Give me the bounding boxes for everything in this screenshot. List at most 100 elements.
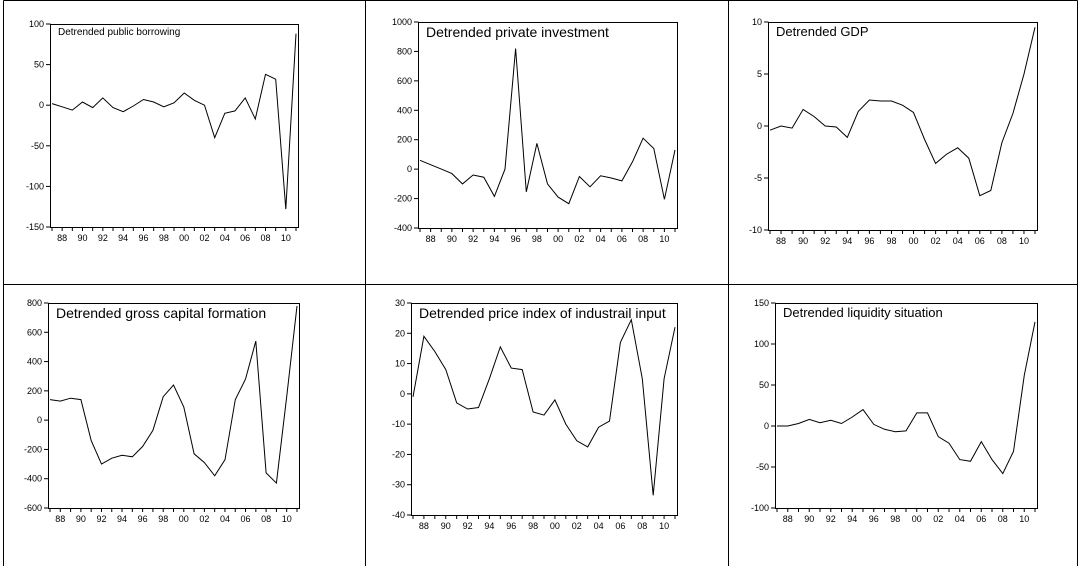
x-tick-label: 08 (997, 236, 1007, 246)
x-tick-label: 98 (532, 234, 542, 244)
y-tick-label: 0 (37, 415, 42, 425)
x-tick-label: 10 (659, 234, 669, 244)
x-tick-label: 96 (511, 234, 521, 244)
x-tick-label: 04 (220, 514, 230, 524)
x-tick-label: 06 (975, 236, 985, 246)
x-tick-label: 92 (96, 514, 106, 524)
x-tick-label: 90 (798, 236, 808, 246)
x-tick-label: 02 (933, 514, 943, 524)
chart-title: Detrended private investment (426, 24, 609, 40)
x-tick-label: 88 (776, 236, 786, 246)
y-tick-label: -150 (26, 222, 44, 232)
x-tick-label: 90 (804, 514, 814, 524)
y-tick-label: 0 (407, 164, 412, 174)
y-tick-label: 400 (27, 357, 42, 367)
y-tick-label: -50 (31, 141, 44, 151)
y-tick-label: -10 (392, 419, 405, 429)
y-tick-label: -20 (392, 449, 405, 459)
y-tick-label: 150 (754, 298, 769, 308)
chart: -150 -100 -50 0 50 100 88 90 92 94 96 98 00 02 04 06 08 1… (26, 19, 299, 243)
x-tick-label: 02 (199, 233, 209, 243)
x-tick-label: 00 (179, 233, 189, 243)
y-tick-label: 200 (397, 135, 412, 145)
x-tick-label: 06 (617, 234, 627, 244)
chart-title: Detrended liquidity situation (783, 305, 943, 320)
data-line (419, 48, 676, 205)
data-line (51, 33, 297, 210)
x-tick-label: 90 (76, 514, 86, 524)
x-tick-label: 92 (463, 521, 473, 531)
y-tick-label: 20 (395, 328, 405, 338)
x-tick-label: 04 (220, 233, 230, 243)
x-tick-label: 00 (553, 234, 563, 244)
y-tick-label: 10 (395, 359, 405, 369)
x-tick-label: 08 (998, 514, 1008, 524)
y-tick-label: 30 (395, 298, 405, 308)
plot-frame (50, 24, 299, 228)
x-tick-label: 04 (594, 521, 604, 531)
x-tick-label: 10 (282, 514, 292, 524)
y-tick-label: 400 (397, 105, 412, 115)
y-tick-label: -100 (26, 181, 44, 191)
table-borders (3, 0, 1078, 566)
x-tick-label: 04 (953, 236, 963, 246)
x-tick-label: 94 (842, 236, 852, 246)
y-tick-label: 0 (764, 421, 769, 431)
y-tick-label: 800 (397, 46, 412, 56)
y-tick-label: -10 (749, 225, 762, 235)
x-tick-label: 92 (826, 514, 836, 524)
x-tick-label: 06 (976, 514, 986, 524)
x-tick-label: 00 (909, 236, 919, 246)
x-tick-label: 98 (158, 514, 168, 524)
chart: -100 -50 0 50 100 150 88 90 92 94 96 98 00 02 04 06 08 10… (751, 298, 1038, 524)
x-tick-label: 98 (159, 233, 169, 243)
chart: -600 -400 -200 0 200 400 600 800 88 90 92 94 96 98 00 0… (24, 298, 300, 524)
x-tick-label: 90 (441, 521, 451, 531)
y-tick-label: -30 (392, 480, 405, 490)
y-tick-label: 800 (27, 298, 42, 308)
x-tick-label: 06 (615, 521, 625, 531)
x-tick-label: 98 (886, 236, 896, 246)
x-tick-label: 08 (261, 514, 271, 524)
chart: -400 -200 0 200 400 600 800 1000 88 90 92 94 96 98 00 0… (392, 17, 678, 244)
y-tick-label: -400 (394, 223, 412, 233)
y-tick-label: 0 (400, 389, 405, 399)
chart-title: Detrended GDP (776, 24, 869, 39)
x-tick-label: 96 (864, 236, 874, 246)
y-tick-label: -100 (751, 503, 769, 513)
plot-frame (775, 303, 1038, 509)
x-tick-label: 94 (489, 234, 499, 244)
x-tick-label: 94 (117, 514, 127, 524)
y-tick-label: -50 (756, 462, 769, 472)
x-tick-label: 10 (659, 521, 669, 531)
y-tick-label: 100 (29, 19, 44, 29)
chart: -10 -5 0 5 10 88 90 92 94 96 98 00 02 04 06 08 10 Detrend… (749, 17, 1038, 246)
y-tick-label: 50 (759, 380, 769, 390)
x-tick-label: 00 (550, 521, 560, 531)
y-tick-label: 200 (27, 386, 42, 396)
plot-frame (48, 303, 300, 509)
x-tick-label: 94 (118, 233, 128, 243)
x-tick-label: 92 (820, 236, 830, 246)
x-tick-label: 92 (98, 233, 108, 243)
y-tick-label: 600 (397, 76, 412, 86)
plot-frame (418, 22, 678, 229)
x-tick-label: 88 (419, 521, 429, 531)
x-tick-label: 98 (890, 514, 900, 524)
x-tick-label: 08 (260, 233, 270, 243)
y-tick-label: -400 (24, 474, 42, 484)
y-tick-label: 0 (757, 121, 762, 131)
x-tick-label: 94 (484, 521, 494, 531)
x-tick-label: 04 (955, 514, 965, 524)
x-tick-label: 06 (240, 233, 250, 243)
y-tick-label: 10 (752, 17, 762, 27)
plot-frame (411, 303, 678, 516)
y-tick-label: 50 (34, 60, 44, 70)
y-tick-label: -200 (24, 444, 42, 454)
data-line (777, 321, 1036, 475)
x-tick-label: 02 (931, 236, 941, 246)
data-line (412, 318, 676, 496)
data-line (769, 27, 1036, 197)
